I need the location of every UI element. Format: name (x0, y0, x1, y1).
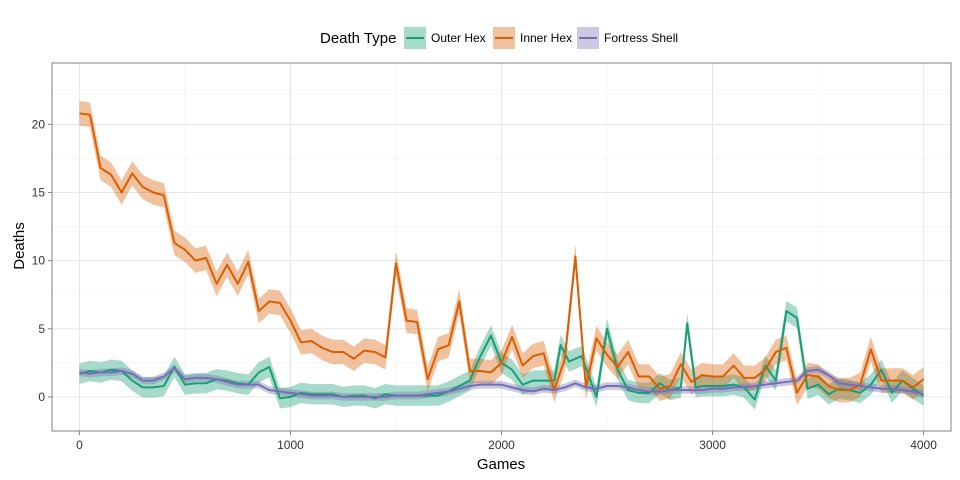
legend-item-outer-hex: Outer Hex (404, 27, 486, 49)
band-fortress-shell (79, 364, 924, 401)
line-inner-hex (79, 112, 925, 394)
x-axis-title: Games (477, 456, 525, 473)
legend-item-inner-hex: Inner Hex (493, 27, 572, 49)
legend-title: Death Type (320, 30, 396, 47)
y-axis-title: Deaths (11, 222, 28, 270)
legend-label-inner-hex: Inner Hex (520, 31, 572, 45)
y-tick-label: 15 (32, 185, 46, 199)
y-axis: 0 5 10 15 20 (32, 117, 52, 404)
confidence-bands (79, 101, 924, 410)
y-tick-label: 20 (32, 117, 46, 131)
plot-panel (51, 62, 952, 432)
y-tick-label: 5 (38, 322, 45, 336)
y-tick-label: 0 (38, 390, 45, 404)
legend-item-fortress-shell: Fortress Shell (577, 27, 678, 49)
x-tick-label: 2000 (488, 438, 515, 452)
x-tick-label: 4000 (910, 438, 937, 452)
band-outer-hex (79, 300, 924, 410)
x-axis: 0 1000 2000 3000 4000 (76, 431, 937, 452)
x-tick-label: 3000 (699, 438, 726, 452)
band-inner-hex (79, 101, 924, 406)
legend-label-outer-hex: Outer Hex (431, 31, 486, 45)
y-tick-label: 10 (32, 254, 46, 268)
legend-label-fortress-shell: Fortress Shell (604, 31, 678, 45)
x-tick-label: 0 (76, 438, 83, 452)
series-lines (79, 112, 925, 401)
line-fortress-shell (79, 367, 924, 398)
x-tick-label: 1000 (277, 438, 304, 452)
legend: Death Type Outer Hex Inner Hex Fortress … (320, 27, 678, 49)
